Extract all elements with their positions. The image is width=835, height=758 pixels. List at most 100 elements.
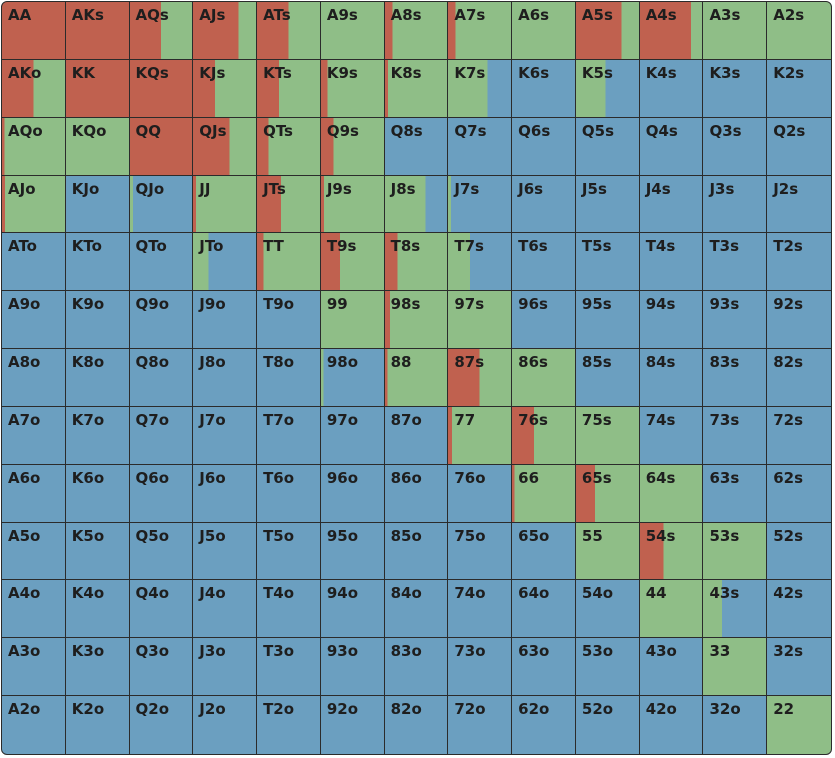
- hand-cell[interactable]: 43o: [639, 638, 704, 697]
- hand-cell[interactable]: J9s: [320, 175, 385, 234]
- hand-cell[interactable]: A6o: [2, 464, 66, 523]
- hand-cell[interactable]: KQs: [129, 59, 194, 118]
- hand-cell[interactable]: K9o: [65, 291, 130, 350]
- hand-cell[interactable]: 32o: [703, 696, 768, 754]
- hand-cell[interactable]: A2o: [2, 696, 66, 754]
- hand-cell[interactable]: ATo: [2, 233, 66, 292]
- hand-cell[interactable]: QTs: [257, 117, 321, 176]
- hand-cell[interactable]: 94s: [639, 291, 704, 350]
- hand-cell[interactable]: T8s: [384, 233, 449, 292]
- hand-cell[interactable]: 72s: [767, 406, 831, 465]
- hand-cell[interactable]: Q6s: [512, 117, 576, 176]
- hand-cell[interactable]: QTo: [129, 233, 194, 292]
- hand-cell[interactable]: 92o: [320, 696, 385, 754]
- hand-cell[interactable]: Q6o: [129, 464, 194, 523]
- hand-cell[interactable]: Q7s: [448, 117, 513, 176]
- hand-cell[interactable]: 87o: [384, 406, 449, 465]
- hand-cell[interactable]: J2s: [767, 175, 831, 234]
- hand-cell[interactable]: K5s: [575, 59, 640, 118]
- hand-cell[interactable]: T7o: [257, 406, 321, 465]
- hand-cell[interactable]: 75s: [575, 406, 640, 465]
- hand-cell[interactable]: KTs: [257, 59, 321, 118]
- hand-cell[interactable]: 77: [448, 406, 513, 465]
- hand-cell[interactable]: J3s: [703, 175, 768, 234]
- hand-cell[interactable]: 96o: [320, 464, 385, 523]
- hand-cell[interactable]: KK: [65, 59, 130, 118]
- hand-cell[interactable]: AKs: [65, 2, 130, 60]
- hand-cell[interactable]: 82o: [384, 696, 449, 754]
- hand-cell[interactable]: A7o: [2, 406, 66, 465]
- hand-cell[interactable]: 63o: [512, 638, 576, 697]
- hand-cell[interactable]: A5s: [575, 2, 640, 60]
- hand-cell[interactable]: A9s: [320, 2, 385, 60]
- hand-cell[interactable]: 53s: [703, 522, 768, 581]
- hand-cell[interactable]: 73s: [703, 406, 768, 465]
- hand-cell[interactable]: J7o: [193, 406, 258, 465]
- hand-cell[interactable]: A6s: [512, 2, 576, 60]
- hand-cell[interactable]: 98s: [384, 291, 449, 350]
- hand-cell[interactable]: 43s: [703, 580, 768, 639]
- hand-cell[interactable]: 85s: [575, 349, 640, 407]
- hand-cell[interactable]: AQo: [2, 117, 66, 176]
- hand-cell[interactable]: K2s: [767, 59, 831, 118]
- hand-cell[interactable]: T6o: [257, 464, 321, 523]
- hand-cell[interactable]: K9s: [320, 59, 385, 118]
- hand-cell[interactable]: T7s: [448, 233, 513, 292]
- hand-cell[interactable]: QQ: [129, 117, 194, 176]
- hand-cell[interactable]: K7s: [448, 59, 513, 118]
- hand-cell[interactable]: K3o: [65, 638, 130, 697]
- hand-cell[interactable]: 53o: [575, 638, 640, 697]
- hand-cell[interactable]: 64s: [639, 464, 704, 523]
- hand-cell[interactable]: K8s: [384, 59, 449, 118]
- hand-cell[interactable]: K4s: [639, 59, 704, 118]
- hand-cell[interactable]: 44: [639, 580, 704, 639]
- hand-cell[interactable]: 94o: [320, 580, 385, 639]
- hand-cell[interactable]: A4s: [639, 2, 704, 60]
- hand-cell[interactable]: 82s: [767, 349, 831, 407]
- hand-cell[interactable]: T5s: [575, 233, 640, 292]
- hand-cell[interactable]: Q3s: [703, 117, 768, 176]
- hand-cell[interactable]: K4o: [65, 580, 130, 639]
- hand-cell[interactable]: 52o: [575, 696, 640, 754]
- hand-cell[interactable]: K7o: [65, 406, 130, 465]
- hand-cell[interactable]: 66: [512, 464, 576, 523]
- hand-cell[interactable]: 97o: [320, 406, 385, 465]
- hand-cell[interactable]: 93o: [320, 638, 385, 697]
- hand-cell[interactable]: 73o: [448, 638, 513, 697]
- hand-cell[interactable]: 92s: [767, 291, 831, 350]
- hand-cell[interactable]: 65o: [512, 522, 576, 581]
- hand-cell[interactable]: T4s: [639, 233, 704, 292]
- hand-cell[interactable]: Q4o: [129, 580, 194, 639]
- hand-cell[interactable]: 22: [767, 696, 831, 754]
- hand-cell[interactable]: T5o: [257, 522, 321, 581]
- hand-cell[interactable]: T9s: [320, 233, 385, 292]
- hand-cell[interactable]: Q4s: [639, 117, 704, 176]
- hand-cell[interactable]: K6s: [512, 59, 576, 118]
- hand-cell[interactable]: 42o: [639, 696, 704, 754]
- hand-cell[interactable]: T2o: [257, 696, 321, 754]
- hand-cell[interactable]: 87s: [448, 349, 513, 407]
- hand-cell[interactable]: K5o: [65, 522, 130, 581]
- hand-cell[interactable]: 72o: [448, 696, 513, 754]
- hand-cell[interactable]: J4s: [639, 175, 704, 234]
- hand-cell[interactable]: 62o: [512, 696, 576, 754]
- hand-cell[interactable]: J2o: [193, 696, 258, 754]
- hand-cell[interactable]: 99: [320, 291, 385, 350]
- hand-cell[interactable]: 83o: [384, 638, 449, 697]
- hand-cell[interactable]: T4o: [257, 580, 321, 639]
- hand-cell[interactable]: Q2o: [129, 696, 194, 754]
- hand-cell[interactable]: 76o: [448, 464, 513, 523]
- hand-cell[interactable]: 54s: [639, 522, 704, 581]
- hand-cell[interactable]: JTs: [257, 175, 321, 234]
- hand-cell[interactable]: 32s: [767, 638, 831, 697]
- hand-cell[interactable]: 88: [384, 349, 449, 407]
- hand-cell[interactable]: Q3o: [129, 638, 194, 697]
- hand-cell[interactable]: A2s: [767, 2, 831, 60]
- hand-cell[interactable]: Q8o: [129, 349, 194, 407]
- hand-cell[interactable]: J6o: [193, 464, 258, 523]
- hand-cell[interactable]: Q5o: [129, 522, 194, 581]
- hand-cell[interactable]: 85o: [384, 522, 449, 581]
- hand-cell[interactable]: J5o: [193, 522, 258, 581]
- hand-cell[interactable]: 93s: [703, 291, 768, 350]
- hand-cell[interactable]: 63s: [703, 464, 768, 523]
